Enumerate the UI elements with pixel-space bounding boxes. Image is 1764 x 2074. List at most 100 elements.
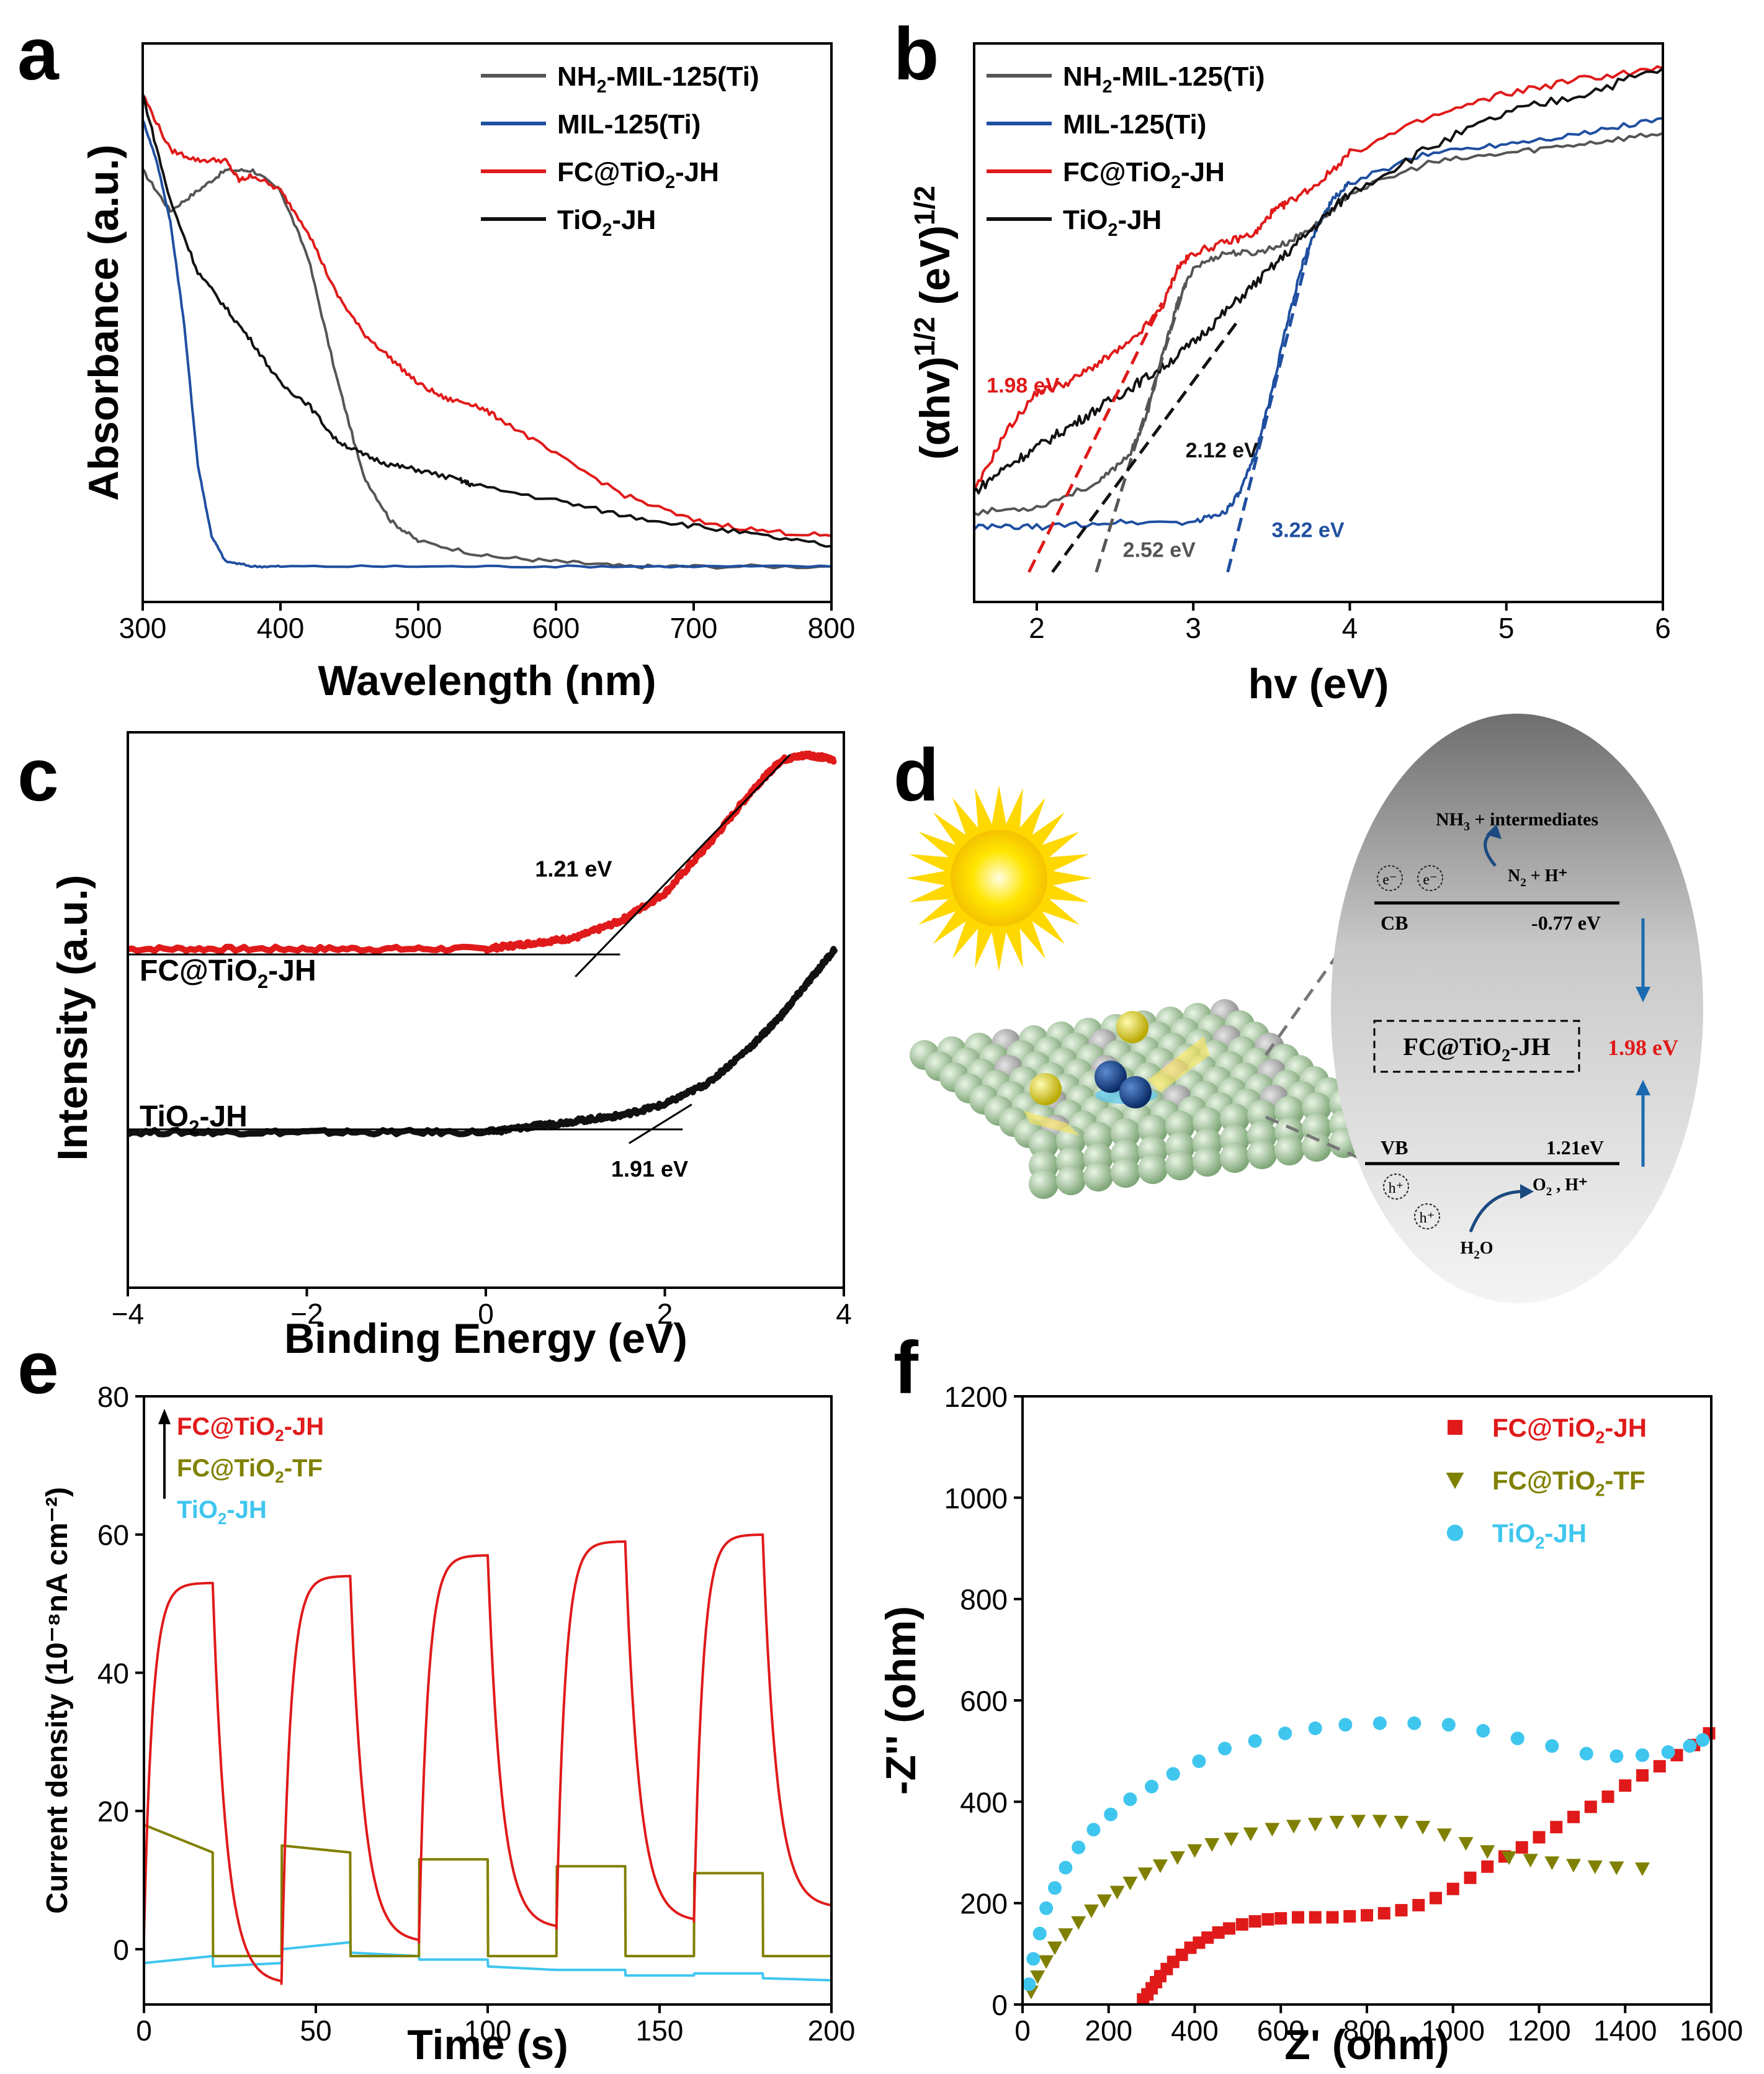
series-label-sub: 2 [189, 1116, 199, 1138]
panel-c-fit-lines: 1.21 eV 1.91 eV [128, 753, 791, 1182]
panel-e-ylabel: Current density (10⁻⁸nA cm⁻²) [41, 1487, 74, 1914]
x-tick-label: 400 [257, 612, 305, 644]
data-point [1533, 1831, 1546, 1844]
data-point [1446, 1882, 1459, 1895]
legend-label: NH2-MIL-125(Ti) [557, 61, 759, 97]
x-tick-label: 1400 [1593, 2014, 1657, 2047]
surface-atom [1193, 1107, 1222, 1137]
bandgap-annotation: 2.52 eV [1123, 539, 1196, 562]
data-point [1481, 1860, 1494, 1873]
panel-c-xlabel: Binding Energy (eV) [284, 1315, 687, 1362]
cb-label: CB [1381, 912, 1408, 934]
electron-icon-1 [1377, 865, 1403, 891]
surface-atom [1193, 1147, 1222, 1177]
data-point [1022, 1977, 1036, 1991]
y-tick-label: 60 [97, 1519, 129, 1551]
legend-label-sub: 2 [275, 1426, 284, 1445]
data-point [1265, 1823, 1280, 1837]
data-point [1510, 1731, 1524, 1746]
series-line [141, 94, 832, 537]
series-label-sub: 2 [257, 971, 268, 992]
x-tick-label: 4 [1342, 612, 1358, 644]
surface-atom [1165, 1151, 1195, 1180]
data-point [1412, 1898, 1425, 1911]
legend-label-sub: 2 [1103, 77, 1113, 97]
panel-c: c 1.21 eV 1.91 eV −4 −2 0 2 4 Binding Energy … [17, 731, 852, 1362]
panel-a-series [141, 93, 832, 570]
panel-e-axes: 0 50 100 150 200 0 20 40 60 80 [97, 1381, 856, 2047]
data-point [1326, 1911, 1339, 1924]
legend-label-rest: -TF [1605, 1466, 1645, 1495]
data-point [1109, 1885, 1125, 1900]
tangent-line [1095, 282, 1187, 573]
x-tick-label: 0 [1014, 2014, 1031, 2047]
panel-c-x-axis: −4 −2 0 2 4 [112, 1288, 852, 1330]
data-point [1515, 1841, 1528, 1854]
data-point [1201, 1931, 1214, 1944]
data-point [1619, 1779, 1632, 1792]
data-point [1545, 1739, 1559, 1753]
gap-arrowhead-up [1636, 1080, 1650, 1095]
y-tick-label: 1000 [944, 1482, 1008, 1514]
x-tick-label: −2 [290, 1298, 323, 1330]
data-point [1153, 1859, 1168, 1874]
legend-label-main: NH [1063, 61, 1103, 92]
y-tick-label: 0 [992, 1989, 1008, 2021]
data-point [1458, 1837, 1474, 1851]
bandgap-annotation: 1.98 eV [987, 374, 1060, 398]
data-point [1286, 1820, 1302, 1834]
legend-label-sub: 2 [218, 1509, 226, 1528]
hole-label-2: h⁺ [1420, 1210, 1435, 1226]
legend-label-main: FC@TiO [1492, 1466, 1595, 1495]
data-point [1137, 1867, 1153, 1882]
data-point [1086, 1823, 1101, 1837]
y-tick-label: 0 [113, 1934, 129, 1966]
surface-atom [1029, 1129, 1059, 1159]
panel-label-c: c [17, 734, 59, 817]
surface-atom [1056, 1165, 1086, 1195]
vb-energy: 1.21eV [1546, 1136, 1604, 1159]
surface-atom [1029, 1169, 1059, 1199]
legend-label: FC@TiO2-JH [177, 1413, 324, 1445]
legend-label-rest: -JH [675, 157, 719, 187]
x-tick-label: 800 [808, 612, 856, 644]
hole-icon-2 [1414, 1203, 1440, 1229]
series-line [973, 117, 1663, 531]
data-point [1026, 1952, 1041, 1966]
legend-marker [1446, 1524, 1464, 1542]
panel-f-ylabel: -Z'' (ohm) [877, 1606, 925, 1795]
panel-f-axes: 0 200 400 600 800 1000 1200 1400 1600 0 200 400 600 8… [944, 1381, 1744, 2047]
legend-label-rest: -TF [284, 1455, 323, 1482]
electron-label-1: e⁻ [1382, 872, 1397, 888]
panel-c-series [127, 750, 838, 1138]
legend-label-rest: -JH [284, 1413, 324, 1440]
data-point [1308, 1721, 1322, 1735]
surface-atom [1247, 1100, 1277, 1129]
x-tick-label: 600 [532, 612, 580, 644]
adsorbed-molecules-icon [1024, 1011, 1210, 1136]
data-point [1261, 1913, 1274, 1926]
data-point [1047, 1941, 1063, 1955]
legend-arrowhead-icon [158, 1409, 171, 1424]
legend-label-sub: 2 [1108, 220, 1118, 240]
x-tick-label: 700 [670, 612, 718, 644]
legend-label-main: FC@TiO [1063, 157, 1171, 187]
sun-icon [906, 785, 1092, 971]
surface-atom [1165, 1111, 1195, 1141]
legend-label-main: TiO [177, 1496, 218, 1524]
surface-atom [1083, 1122, 1113, 1152]
data-point [1601, 1790, 1614, 1803]
data-point [1567, 1810, 1580, 1823]
data-point [1351, 1815, 1366, 1829]
data-point [1407, 1716, 1421, 1730]
products-text: NH3 + intermediates [1436, 809, 1598, 833]
x-tick-label: 1200 [1507, 2014, 1570, 2047]
y-tick-label: 80 [97, 1381, 129, 1413]
legend-label-sub: 2 [597, 77, 607, 97]
tangent-line [1051, 316, 1242, 573]
data-point [1394, 1816, 1409, 1829]
catalyst-surface-icon [910, 999, 1359, 1199]
legend-label-sub: 2 [1595, 1481, 1605, 1500]
